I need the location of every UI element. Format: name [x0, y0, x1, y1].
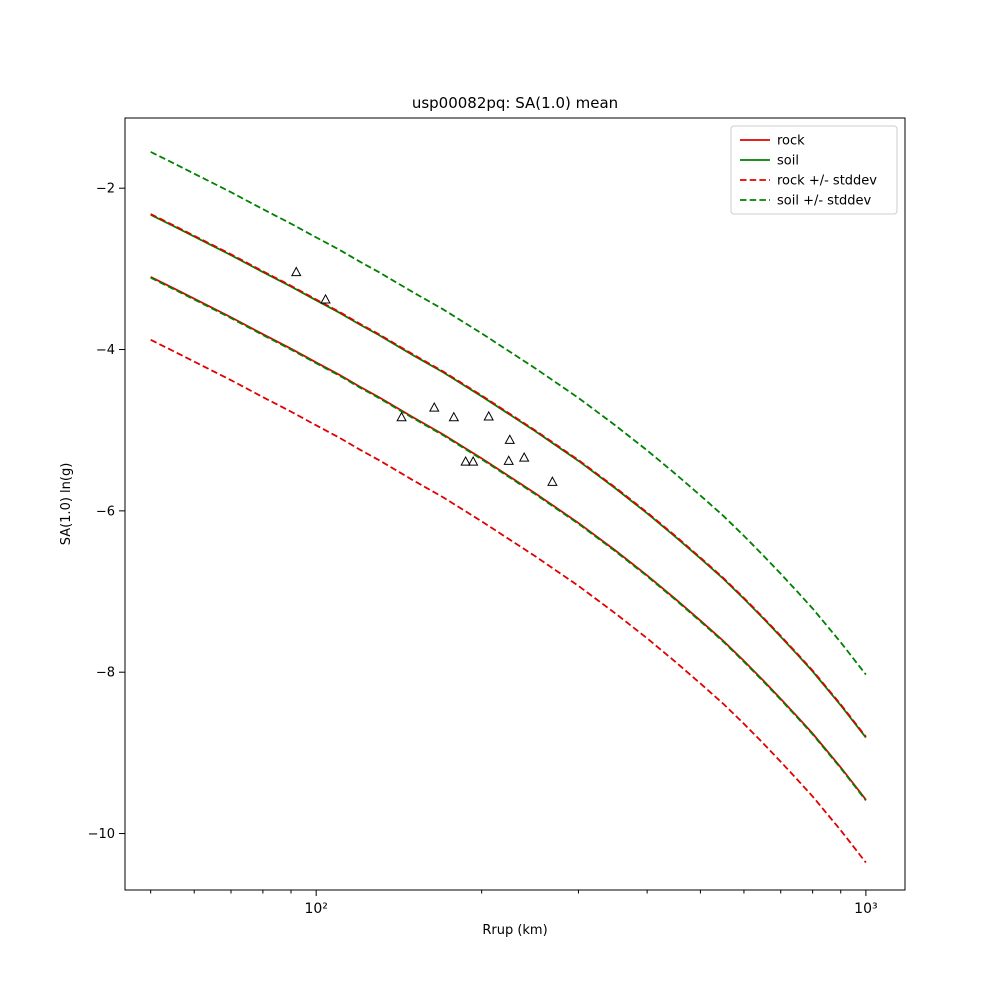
- scatter-triangle: [291, 266, 302, 277]
- scatter-triangle: [503, 455, 514, 465]
- scatter-triangle: [429, 401, 440, 412]
- scatter-triangle: [483, 410, 494, 421]
- scatter-triangle: [396, 411, 407, 422]
- scatter-triangle: [448, 411, 460, 422]
- series-line-soil_minus_stddev: [150, 276, 867, 802]
- y-tick-label: −10: [88, 827, 115, 842]
- x-tick-label: 10²: [304, 901, 327, 917]
- scatter-points: [291, 266, 558, 486]
- y-axis-label: SA(1.0) ln(g): [59, 463, 74, 546]
- scatter-triangle: [518, 451, 530, 462]
- legend-label: soil +/- stddev: [777, 194, 872, 209]
- legend-label: rock +/- stddev: [777, 174, 877, 189]
- x-axis-label: Rrup (km): [482, 923, 547, 938]
- series-line-rock_minus_stddev: [150, 339, 867, 864]
- y-tick-label: −8: [96, 666, 115, 681]
- y-tick-label: −6: [96, 504, 115, 519]
- y-tick-label: −2: [96, 182, 115, 197]
- scatter-triangle: [467, 456, 479, 466]
- legend-label: rock: [777, 134, 805, 149]
- legend-box: [730, 125, 898, 215]
- scatter-triangle: [504, 434, 516, 444]
- series-line-rock_plus_stddev: [150, 213, 867, 738]
- legend: rock soil rock +/- stddev soil +/- stddev: [730, 125, 898, 215]
- scatter-triangle: [320, 293, 331, 304]
- chart-title: usp00082pq: SA(1.0) mean: [412, 94, 618, 112]
- scatter-triangle: [460, 456, 471, 466]
- axis-ticks: [119, 187, 867, 896]
- series-line-soil_plus_stddev: [150, 151, 867, 676]
- axes-frame: [124, 117, 906, 891]
- legend-label: soil: [777, 154, 799, 169]
- scatter-triangle: [547, 476, 558, 486]
- x-tick-label: 10³: [854, 901, 877, 917]
- y-tick-label: −4: [96, 343, 115, 358]
- series-lines: [150, 151, 867, 864]
